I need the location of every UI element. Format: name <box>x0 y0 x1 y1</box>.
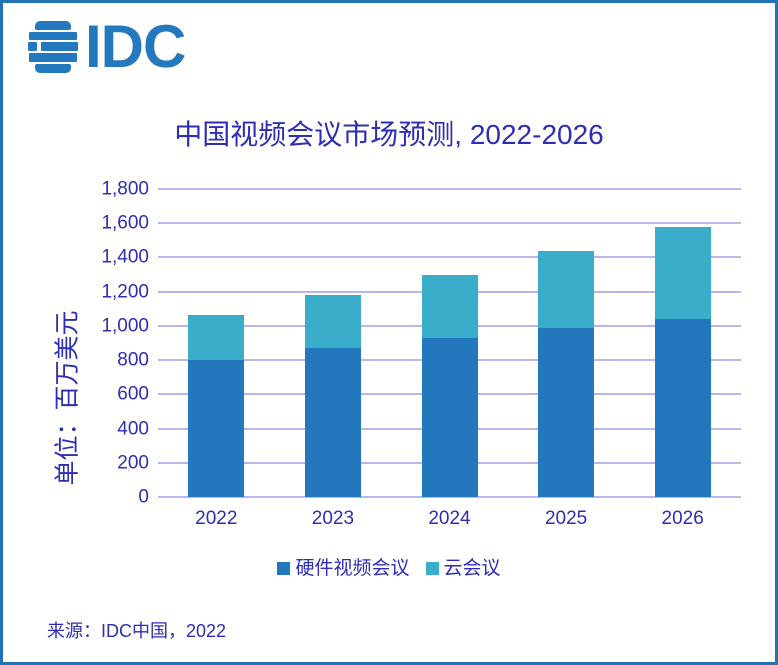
bar-stack-2023 <box>304 189 361 497</box>
x-tick-label: 2023 <box>311 508 355 529</box>
legend-item: 云会议 <box>425 558 501 579</box>
gridline <box>158 188 741 190</box>
bar-segment-硬件视频会议 <box>654 319 711 497</box>
idc-logo-text: IDC <box>85 13 186 80</box>
bar-stack-2024 <box>421 189 478 497</box>
gridline <box>158 496 741 498</box>
y-axis-labels: 0 200 400 600 800 1,000 1,200 1,400 1,600 1,800 <box>59 180 149 507</box>
x-tick-label: 2024 <box>428 508 471 529</box>
legend-swatch-icon <box>277 562 291 575</box>
bar-segment-云会议 <box>538 251 595 329</box>
bar-segment-硬件视频会议 <box>538 328 595 497</box>
chart-title: 中国视频会议市场预测, 2022-2026 <box>174 119 604 150</box>
y-axis-title-text: 单位：百万美元 <box>53 310 82 486</box>
idc-logo: IDC <box>18 13 186 80</box>
y-tick-label: 1,000 <box>101 315 149 337</box>
x-tick-label: 2022 <box>195 508 238 529</box>
gridline <box>158 222 741 225</box>
x-tick-label: 2025 <box>544 508 588 529</box>
chart: 0 200 400 600 800 1,000 1,200 1,400 1,600 1,800 单… <box>53 180 741 528</box>
legend-item: 硬件视频会议 <box>277 558 410 579</box>
bar-segment-硬件视频会议 <box>421 337 478 497</box>
bar-segment-硬件视频会议 <box>304 348 361 497</box>
y-tick-label: 1,200 <box>101 281 149 303</box>
bar-stack-2026 <box>654 189 711 497</box>
bar-segment-云会议 <box>188 314 245 361</box>
source-note: 来源：IDC中国，2022 <box>47 621 227 641</box>
bar-segment-云会议 <box>304 295 361 349</box>
bar-segment-硬件视频会议 <box>188 360 245 497</box>
y-tick-label: 200 <box>117 452 149 474</box>
gridline <box>158 256 741 259</box>
y-tick-label: 400 <box>117 418 149 440</box>
y-tick-label: 1,600 <box>101 212 149 234</box>
idc-globe-icon <box>18 19 88 75</box>
bar-stack-2025 <box>538 189 595 497</box>
bar-segment-云会议 <box>654 226 711 320</box>
y-tick-label: 1,800 <box>101 178 149 200</box>
x-tick-label: 2026 <box>661 508 704 529</box>
x-axis-labels: 2022 2023 2024 2025 2026 <box>158 509 741 533</box>
legend-label: 云会议 <box>443 558 501 579</box>
y-tick-label: 600 <box>117 383 149 405</box>
bar-stack-2022 <box>188 189 245 497</box>
legend-swatch-icon <box>425 562 439 575</box>
bar-segment-云会议 <box>421 274 478 338</box>
legend-label: 硬件视频会议 <box>295 558 410 579</box>
y-tick-label: 800 <box>117 349 149 371</box>
y-tick-label: 0 <box>138 486 149 508</box>
plot-area <box>158 188 741 498</box>
y-tick-label: 1,400 <box>101 246 149 268</box>
legend: 硬件视频会议 云会议 <box>3 559 775 578</box>
